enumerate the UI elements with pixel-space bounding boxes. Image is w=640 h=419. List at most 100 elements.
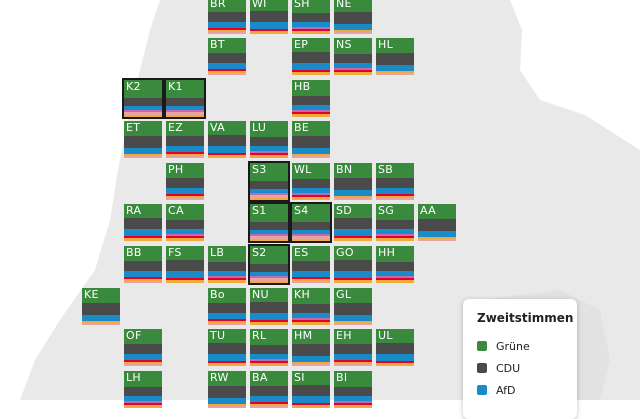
district-tile-sh[interactable]: SH xyxy=(292,0,330,34)
district-tile-go[interactable]: GO xyxy=(334,246,372,283)
district-tile-et[interactable]: ET xyxy=(124,121,162,158)
vote-share-strip xyxy=(334,246,372,260)
district-tile-sb[interactable]: SB xyxy=(376,163,414,200)
district-tile-hb[interactable]: HB xyxy=(292,80,330,117)
district-tile-kh[interactable]: KH xyxy=(292,288,330,325)
district-tile-s1[interactable]: S1 xyxy=(248,202,290,243)
vote-share-strip xyxy=(250,236,288,239)
vote-share-strip xyxy=(250,198,288,200)
district-tile-s2[interactable]: S2 xyxy=(248,244,290,285)
district-tile-of[interactable]: OF xyxy=(124,329,162,366)
vote-share-strip xyxy=(208,303,246,313)
district-tile-bn[interactable]: BN xyxy=(334,163,372,200)
district-tile-hm[interactable]: HM xyxy=(292,329,330,366)
district-tile-ez[interactable]: EZ xyxy=(166,121,204,158)
vote-share-strip xyxy=(292,188,330,193)
district-code-label: RL xyxy=(252,329,267,342)
district-tile-rw[interactable]: RW xyxy=(208,371,246,408)
district-tile-va[interactable]: VA xyxy=(208,121,246,158)
district-tile-fs[interactable]: FS xyxy=(166,246,204,283)
district-tile-ba[interactable]: BA xyxy=(250,371,288,408)
vote-share-strip xyxy=(334,24,372,30)
vote-share-strip xyxy=(292,281,330,283)
vote-share-strip xyxy=(292,96,330,105)
district-tile-ra[interactable]: RA xyxy=(124,204,162,241)
district-tile-ne[interactable]: NE xyxy=(334,0,372,34)
district-tile-k1[interactable]: K1 xyxy=(164,78,206,119)
district-tile-bt[interactable]: BT xyxy=(208,38,246,75)
vote-share-strip xyxy=(250,181,288,189)
district-tile-s3[interactable]: S3 xyxy=(248,161,290,202)
vote-share-strip xyxy=(166,246,204,260)
district-tile-s4[interactable]: S4 xyxy=(290,202,332,243)
vote-share-strip xyxy=(250,246,288,264)
vote-share-strip xyxy=(250,276,288,278)
district-code-label: GO xyxy=(336,246,354,259)
district-tile-ke[interactable]: KE xyxy=(82,288,120,325)
district-code-label: RW xyxy=(210,371,229,384)
vote-share-strip xyxy=(292,329,330,344)
district-tile-tu[interactable]: TU xyxy=(208,329,246,366)
district-tile-wi[interactable]: WI xyxy=(250,0,288,34)
vote-share-strip xyxy=(376,38,414,53)
vote-share-strip xyxy=(292,371,330,385)
district-tile-aa[interactable]: AA xyxy=(418,204,456,241)
vote-share-strip xyxy=(334,12,372,24)
district-tile-bo[interactable]: Bo xyxy=(208,288,246,325)
district-code-label: HM xyxy=(294,329,313,342)
district-tile-br[interactable]: BR xyxy=(208,0,246,34)
vote-share-strip xyxy=(166,280,204,283)
vote-share-strip xyxy=(166,136,204,146)
district-tile-hl[interactable]: HL xyxy=(376,38,414,75)
district-tile-hh[interactable]: HH xyxy=(376,246,414,283)
vote-share-strip xyxy=(124,154,162,156)
district-tile-ph[interactable]: PH xyxy=(166,163,204,200)
district-tile-k2[interactable]: K2 xyxy=(122,78,164,119)
district-tile-sg[interactable]: SG xyxy=(376,204,414,241)
district-tile-si[interactable]: SI xyxy=(292,371,330,408)
district-tile-ep[interactable]: EP xyxy=(292,38,330,75)
vote-share-strip xyxy=(292,52,330,63)
district-tile-gl[interactable]: GL xyxy=(334,288,372,325)
district-tile-bb[interactable]: BB xyxy=(124,246,162,283)
vote-share-strip xyxy=(124,329,162,344)
district-code-label: WI xyxy=(252,0,267,10)
vote-share-strip xyxy=(166,98,204,106)
vote-share-strip xyxy=(334,190,372,196)
district-tile-lh[interactable]: LH xyxy=(124,371,162,408)
vote-share-strip xyxy=(250,278,288,281)
district-tile-nu[interactable]: NU xyxy=(250,288,288,325)
district-tile-ul[interactable]: UL xyxy=(376,329,414,366)
district-code-label: KE xyxy=(84,288,99,301)
district-tile-ns[interactable]: NS xyxy=(334,38,372,75)
vote-share-strip xyxy=(166,163,204,178)
district-tile-be[interactable]: BE xyxy=(292,121,330,158)
vote-share-strip xyxy=(250,239,288,241)
vote-share-strip xyxy=(334,30,372,32)
vote-share-strip xyxy=(250,195,288,198)
vote-share-strip xyxy=(334,360,372,362)
vote-share-strip xyxy=(334,280,372,283)
vote-share-strip xyxy=(208,361,246,363)
district-tile-ca[interactable]: CA xyxy=(166,204,204,241)
district-code-label: FS xyxy=(168,246,182,259)
vote-share-strip xyxy=(376,73,414,75)
district-tile-eh[interactable]: EH xyxy=(334,329,372,366)
district-tile-wl[interactable]: WL xyxy=(292,163,330,200)
legend: Zweitstimmen Grüne CDU AfD xyxy=(463,299,577,419)
district-tile-es[interactable]: ES xyxy=(292,246,330,283)
district-tile-lb[interactable]: LB xyxy=(208,246,246,283)
district-tile-rl[interactable]: RL xyxy=(250,329,288,366)
vote-share-strip xyxy=(208,69,246,71)
vote-share-strip xyxy=(334,271,372,278)
vote-share-strip xyxy=(334,344,372,354)
district-tile-sd[interactable]: SD xyxy=(334,204,372,241)
vote-share-strip xyxy=(208,71,246,73)
vote-share-strip xyxy=(250,406,288,408)
district-tile-bi[interactable]: BI xyxy=(334,371,372,408)
vote-share-strip xyxy=(376,71,414,73)
vote-share-strip xyxy=(334,218,372,229)
vote-share-strip xyxy=(334,0,372,12)
vote-share-strip xyxy=(250,345,288,354)
district-tile-lu[interactable]: LU xyxy=(250,121,288,158)
